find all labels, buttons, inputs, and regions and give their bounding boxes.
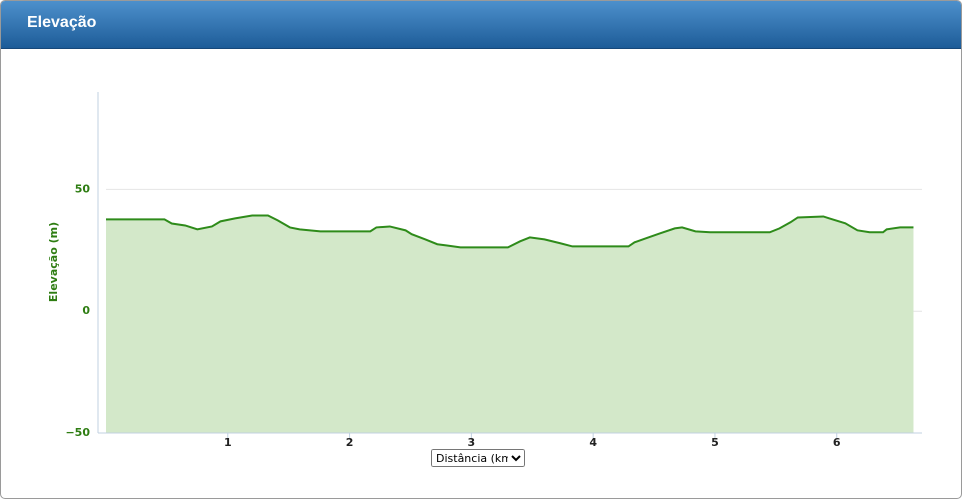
y-tick-label: 0 — [82, 304, 90, 317]
x-tick-label: 1 — [224, 436, 232, 449]
x-tick-label: 2 — [346, 436, 354, 449]
x-tick-label: 6 — [833, 436, 841, 449]
y-axis-label: Elevação (m) — [47, 222, 60, 302]
x-axis-select[interactable]: Distância (km) — [431, 449, 525, 467]
x-tick-label: 3 — [468, 436, 476, 449]
panel-header: Elevação — [1, 1, 961, 49]
x-tick-label: 4 — [589, 436, 597, 449]
elevation-line — [106, 214, 914, 249]
y-tick-label: 50 — [75, 182, 91, 195]
panel-title: Elevação — [27, 14, 97, 31]
y-tick-label: −50 — [65, 426, 90, 439]
x-tick-label: 5 — [711, 436, 719, 449]
area-fill — [106, 215, 914, 433]
